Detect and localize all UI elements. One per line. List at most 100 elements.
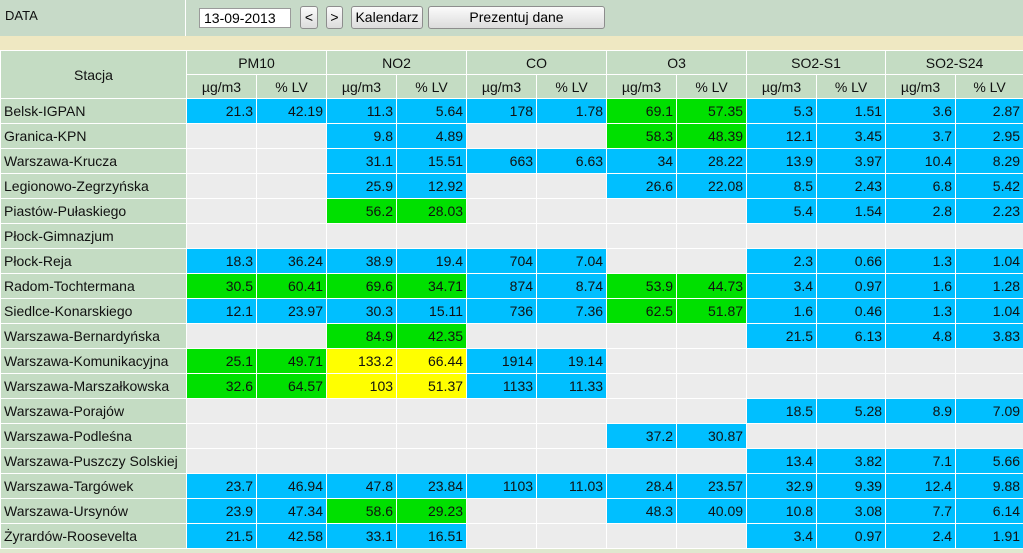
measurement-cell: 49.71 [255, 348, 328, 374]
measurement-cell [606, 323, 678, 349]
unit-header-row: µg/m3% LV µg/m3% LV µg/m3% LV µg/m3% LV µg/m… [1, 74, 1023, 99]
measurement-cell: 23.97 [255, 298, 328, 324]
measurement-cell: 3.4 [746, 523, 818, 549]
measurement-cell: 28.03 [396, 198, 468, 224]
table-row: Granica-KPN 9.8 4.89 58.3 48.39 12.1 3.45 3.7 2.… [0, 123, 1023, 149]
measurement-cell: 7.04 [536, 248, 608, 274]
measurement-cell: 28.4 [606, 473, 678, 499]
measurement-cell [536, 398, 608, 424]
measurement-cell [536, 423, 608, 449]
measurement-cell [746, 373, 818, 399]
table-row: Warszawa-Komunikacyjna 25.1 49.71 133.2 66.4… [0, 348, 1023, 374]
table-row: Legionowo-Zegrzyńska 25.9 12.92 26.6 22.08 8.… [0, 173, 1023, 199]
measurement-cell: 19.4 [396, 248, 468, 274]
measurement-cell: 3.97 [816, 148, 887, 174]
measurement-cell: 40.09 [676, 498, 748, 524]
station-name: Płock-Reja [0, 248, 187, 274]
unit-header: µg/m3 [746, 74, 818, 99]
measurement-cell [816, 373, 887, 399]
station-name: Piastów-Pułaskiego [0, 198, 187, 224]
measurement-cell: 2.3 [746, 248, 818, 274]
pollutant-header: SO2-S1 [746, 50, 887, 75]
measurement-cell [326, 223, 398, 249]
measurement-cell: 7.1 [885, 448, 957, 474]
measurement-cell: 32.6 [186, 373, 257, 399]
measurement-cell: 44.73 [676, 273, 748, 299]
measurement-cell: 69.1 [606, 98, 678, 124]
measurement-cell: 11.33 [536, 373, 608, 399]
measurement-cell [466, 498, 538, 524]
measurement-cell: 8.9 [885, 398, 957, 424]
measurement-cell [606, 348, 678, 374]
measurement-cell [885, 373, 957, 399]
measurement-cell: 34.71 [396, 273, 468, 299]
measurement-cell: 12.4 [885, 473, 957, 499]
table-row: Warszawa-Bernardyńska 84.9 42.35 21.5 6.13 4.… [0, 323, 1023, 349]
measurement-cell: 1.78 [536, 98, 608, 124]
station-name: Warszawa-Ursynów [0, 498, 187, 524]
station-name: Warszawa-Podleśna [0, 423, 187, 449]
measurement-cell: 11.03 [536, 473, 608, 499]
measurement-cell [746, 423, 818, 449]
measurement-cell: 10.8 [746, 498, 818, 524]
measurement-cell: 3.4 [746, 273, 818, 299]
toolbar-divider [185, 0, 186, 36]
measurement-cell [676, 248, 748, 274]
measurement-cell: 1.04 [955, 298, 1023, 324]
measurement-cell [326, 423, 398, 449]
table-row: Piastów-Pułaskiego 56.2 28.03 5.4 1.54 2.8 2.2… [0, 198, 1023, 224]
measurement-cell [676, 223, 748, 249]
measurement-cell [466, 173, 538, 199]
measurement-cell: 1.04 [955, 248, 1023, 274]
table-row: Siedlce-Konarskiego 12.1 23.97 30.3 15.11 736… [0, 298, 1023, 324]
measurement-cell: 42.58 [255, 523, 328, 549]
unit-header: µg/m3 [326, 74, 398, 99]
measurement-cell: 6.8 [885, 173, 957, 199]
measurement-cell: 18.3 [186, 248, 257, 274]
measurement-cell [676, 198, 748, 224]
measurement-cell: 28.22 [676, 148, 748, 174]
measurement-cell [606, 223, 678, 249]
measurement-cell: 23.7 [186, 473, 257, 499]
measurement-cell: 7.7 [885, 498, 957, 524]
table-row: Warszawa-Krucza 31.1 15.51 663 6.63 34 28.22 13… [0, 148, 1023, 174]
measurement-cell [816, 223, 887, 249]
measurement-cell: 2.4 [885, 523, 957, 549]
station-name: Płock-Gimnazjum [0, 223, 187, 249]
measurement-cell: 1.51 [816, 98, 887, 124]
measurement-cell [606, 398, 678, 424]
measurement-cell: 12.92 [396, 173, 468, 199]
measurement-cell [186, 173, 257, 199]
unit-header: % LV [676, 74, 748, 99]
measurement-cell: 26.6 [606, 173, 678, 199]
measurement-cell: 21.5 [186, 523, 257, 549]
table-row: Warszawa-Targówek 23.7 46.94 47.8 23.84 1103 1… [0, 473, 1023, 499]
calendar-button[interactable]: Kalendarz [351, 6, 423, 29]
measurement-cell: 25.1 [186, 348, 257, 374]
measurement-cell: 25.9 [326, 173, 398, 199]
previous-day-button[interactable]: < [300, 6, 318, 29]
measurement-cell: 48.3 [606, 498, 678, 524]
measurement-cell: 0.46 [816, 298, 887, 324]
table-row: Belsk-IGPAN 21.3 42.19 11.3 5.64 178 1.78 69.1 5… [0, 98, 1023, 124]
measurement-cell: 3.45 [816, 123, 887, 149]
pollutant-header: NO2 [326, 50, 468, 75]
station-name: Warszawa-Marszałkowska [0, 373, 187, 399]
measurement-cell: 47.8 [326, 473, 398, 499]
measurement-cell: 32.9 [746, 473, 818, 499]
date-input[interactable] [199, 8, 291, 28]
measurement-cell: 46.94 [255, 473, 328, 499]
measurement-cell: 13.9 [746, 148, 818, 174]
measurement-cell [255, 148, 328, 174]
next-day-button[interactable]: > [326, 6, 343, 29]
measurement-cell [396, 223, 468, 249]
measurement-cell: 66.44 [396, 348, 468, 374]
measurement-cell [676, 373, 748, 399]
present-data-button[interactable]: Prezentuj dane [428, 6, 605, 29]
measurement-cell: 58.3 [606, 123, 678, 149]
measurement-cell: 31.1 [326, 148, 398, 174]
measurement-cell: 3.6 [885, 98, 957, 124]
measurement-cell [746, 223, 818, 249]
measurement-cell: 133.2 [326, 348, 398, 374]
measurement-cell: 8.74 [536, 273, 608, 299]
